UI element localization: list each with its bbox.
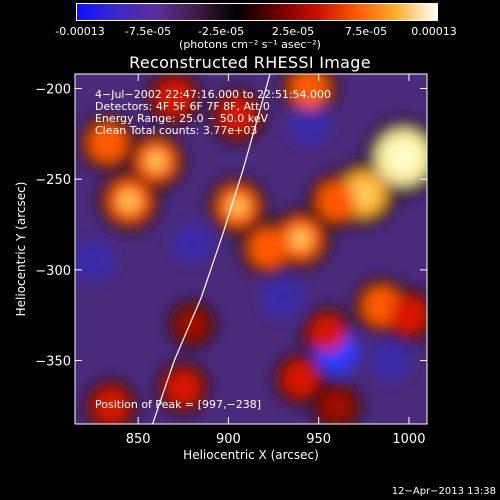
y-tick-label: −300 <box>35 264 71 279</box>
hot-spot-core <box>119 191 140 211</box>
colorbar <box>76 3 438 21</box>
x-tick-label: 850 <box>126 432 151 447</box>
colorbar-units: (photons cm⁻² s⁻¹ asec⁻²) <box>179 38 321 51</box>
hot-spot <box>389 296 427 335</box>
hot-spot-core <box>146 151 166 171</box>
colorbar-tick: 7.5e-05 <box>344 25 388 38</box>
hot-spot-core <box>228 196 247 216</box>
annotation-peak-position: Position of Peak = [997,−238] <box>95 398 261 411</box>
y-tick-label: −350 <box>35 355 71 370</box>
hot-spot-core <box>390 144 417 171</box>
annotation-detectors: Detectors: 4F 5F 6F 7F 8F, Att 0 <box>95 100 270 113</box>
intensity-map <box>75 74 427 424</box>
cold-spot <box>370 340 412 381</box>
hot-spot <box>289 74 330 109</box>
timestamp: 12−Apr−2013 13:38 <box>391 486 496 497</box>
annotation-clean-counts: Clean Total counts: 3.77e+03 <box>95 124 257 137</box>
solar-limb-line <box>152 74 271 424</box>
hot-spot <box>309 315 346 352</box>
annotation-time-range: 4−Jul−2002 22:47:16.000 to 22:51:54.000 <box>95 88 331 101</box>
hot-spot <box>155 78 194 117</box>
hot-spot <box>87 123 128 163</box>
hot-spot-core <box>353 182 375 205</box>
y-axis-label: Heliocentric Y (arcsec) <box>14 182 28 317</box>
cold-spot <box>171 221 214 264</box>
cold-spot <box>75 239 115 283</box>
hot-spot <box>282 360 319 397</box>
y-axis: −200 −250 −300 −350 <box>35 83 427 370</box>
colorbar-tick: -7.5e-05 <box>124 25 172 38</box>
x-tick-label: 1000 <box>392 432 425 447</box>
x-axis: 850 900 950 1000 <box>126 74 425 447</box>
cold-spot <box>288 103 331 146</box>
plot-frame <box>74 73 428 425</box>
hot-spot <box>93 387 130 424</box>
colorbar-tick: -2.5e-05 <box>197 25 245 38</box>
annotation-energy-range: Energy Range: 25.0 − 50.0 keV <box>95 112 269 125</box>
y-tick-label: −250 <box>35 173 71 188</box>
cold-spot <box>260 275 305 319</box>
hot-spot-core <box>290 229 311 249</box>
hot-spot <box>165 369 202 406</box>
hot-spot <box>176 307 209 341</box>
x-axis-label: Heliocentric X (arcsec) <box>183 448 319 462</box>
colorbar-tick: 0.00013 <box>411 25 457 38</box>
hot-spot <box>316 181 357 221</box>
x-tick-label: 900 <box>216 432 241 447</box>
chart-title: Reconstructed RHESSI Image <box>129 53 371 72</box>
x-tick-label: 950 <box>306 432 331 447</box>
hot-spot <box>218 96 257 135</box>
y-tick-label: −200 <box>35 83 71 98</box>
colorbar-tick: -0.00013 <box>55 25 105 38</box>
colorbar-tick: 2.5e-05 <box>271 25 315 38</box>
hot-spot <box>319 388 354 424</box>
hot-spot <box>248 228 289 268</box>
